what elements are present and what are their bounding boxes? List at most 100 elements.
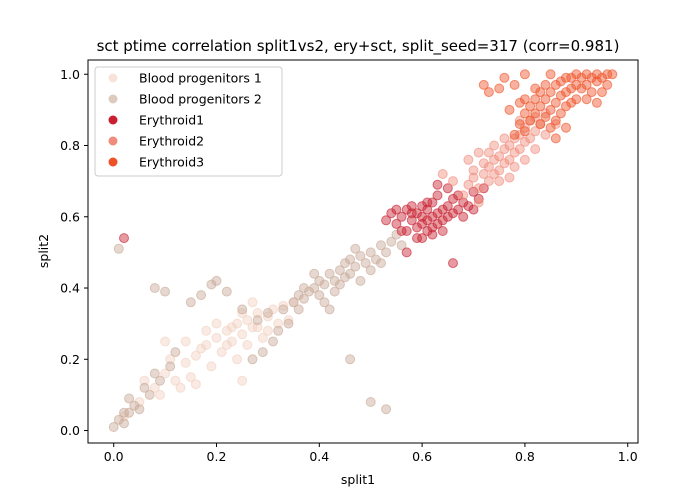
data-point [221, 286, 232, 297]
data-point [298, 283, 309, 293]
data-point [216, 347, 227, 358]
data-point [540, 129, 551, 140]
data-point [504, 172, 515, 183]
data-point [406, 208, 417, 219]
data-point [514, 115, 525, 126]
data-point [412, 233, 422, 244]
data-point [201, 325, 212, 336]
data-point [422, 204, 433, 215]
data-point [314, 275, 325, 286]
data-point [519, 126, 530, 137]
data-point [427, 211, 438, 222]
data-point [550, 79, 561, 90]
data-point [345, 354, 356, 365]
data-point [237, 308, 248, 318]
data-point [401, 204, 412, 215]
data-point [139, 375, 150, 386]
legend-item: Blood progenitors 1 [108, 71, 262, 86]
data-point [463, 201, 474, 212]
data-point [268, 336, 278, 347]
legend-label: Blood progenitors 1 [139, 71, 262, 86]
data-point [525, 101, 536, 112]
legend-item: Erythroid3 [108, 155, 204, 170]
data-point [334, 279, 345, 290]
data-point [478, 183, 489, 194]
data-point [278, 304, 289, 315]
data-point [473, 193, 484, 204]
data-point [555, 108, 566, 119]
data-point [406, 215, 417, 226]
data-point [463, 179, 474, 190]
data-point [149, 283, 160, 293]
data-point [555, 76, 566, 87]
data-point [412, 208, 422, 219]
legend-marker [108, 94, 118, 104]
data-point [298, 293, 309, 304]
data-point [483, 87, 494, 98]
data-point [211, 332, 222, 343]
data-point [494, 176, 505, 187]
data-point [211, 275, 222, 286]
data-point [427, 197, 438, 208]
x-tick-label: 0.8 [515, 449, 535, 464]
data-point [514, 144, 525, 155]
data-point [489, 154, 500, 165]
data-point [417, 201, 428, 212]
data-point [535, 119, 546, 130]
data-point [268, 304, 278, 315]
legend-label: Erythroid2 [139, 134, 204, 149]
x-tick-label: 0.0 [104, 449, 124, 464]
data-point [535, 101, 546, 112]
data-point [221, 340, 232, 350]
data-point [401, 226, 412, 236]
data-point [448, 208, 458, 219]
data-point [576, 72, 587, 83]
data-point [437, 204, 448, 215]
data-point [165, 361, 176, 372]
chart-title: sct ptime correlation split1vs2, ery+sct… [97, 37, 620, 56]
legend-marker [108, 73, 118, 83]
data-point [432, 179, 443, 190]
data-point [417, 211, 428, 222]
data-point [422, 215, 433, 226]
data-point [581, 94, 592, 105]
data-point [561, 122, 571, 133]
data-point [442, 183, 453, 194]
data-point [139, 382, 150, 393]
data-point [324, 268, 335, 279]
data-point [376, 258, 386, 269]
data-point [304, 286, 314, 297]
data-point [432, 218, 443, 229]
data-point [607, 69, 618, 80]
data-point [581, 69, 592, 80]
data-point [206, 279, 217, 290]
data-point [453, 204, 464, 215]
data-point [170, 375, 181, 386]
data-point [561, 101, 571, 112]
data-point [160, 368, 171, 379]
data-point [113, 243, 124, 254]
data-point [427, 229, 438, 240]
data-point [473, 183, 484, 194]
data-point [345, 268, 356, 279]
data-point [550, 97, 561, 108]
data-point [257, 347, 268, 358]
data-point [540, 112, 551, 122]
data-point [561, 87, 571, 98]
legend-marker [108, 115, 118, 125]
data-point [334, 265, 345, 276]
data-point [237, 329, 248, 340]
data-point [545, 87, 556, 98]
data-point [602, 69, 613, 80]
data-point [561, 72, 571, 83]
data-point [190, 379, 201, 390]
data-point [442, 211, 453, 222]
data-point [545, 122, 556, 133]
data-point [175, 382, 186, 393]
data-point [417, 233, 428, 244]
data-point [406, 201, 417, 212]
data-point [597, 72, 607, 83]
data-point [391, 229, 402, 240]
y-tick-label: 0.0 [60, 423, 80, 438]
